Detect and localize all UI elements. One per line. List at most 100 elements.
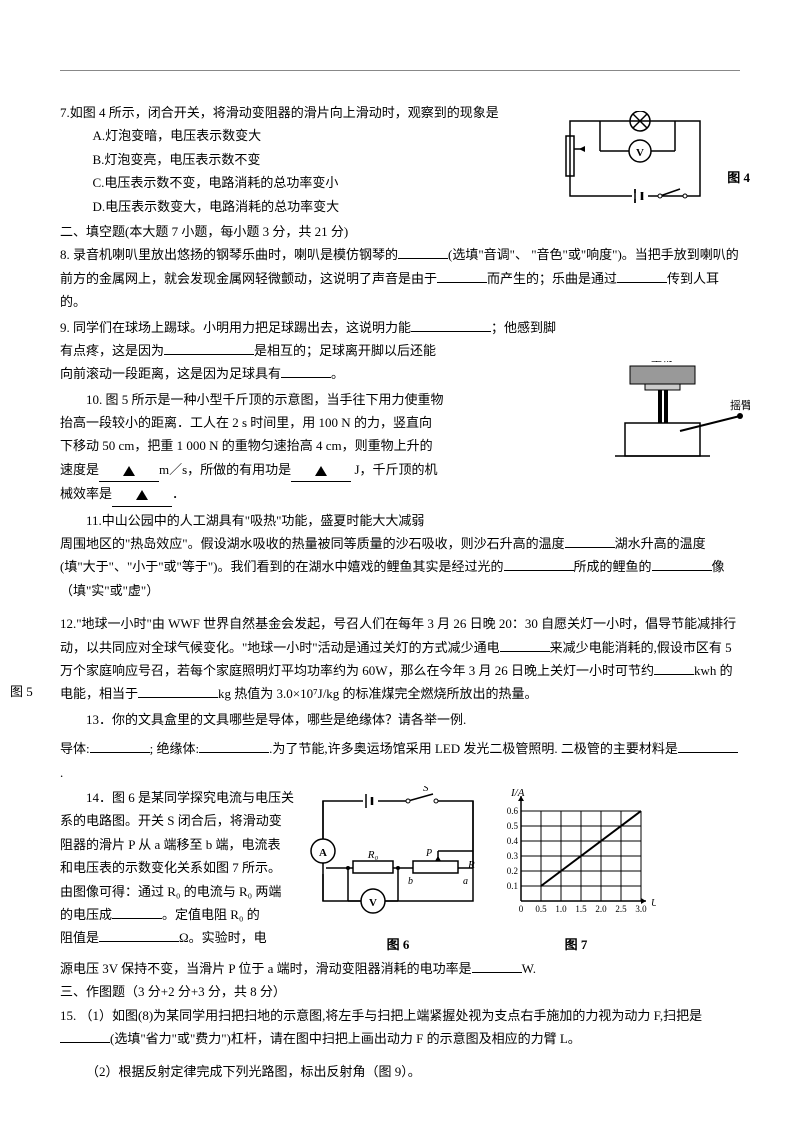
svg-text:0.6: 0.6 <box>507 806 519 816</box>
q15-c: （2）根据反射定律完成下列光路图，标出反射角（图 9）。 <box>60 1060 740 1083</box>
q14-tail: 源电压 3V 保持不变，当滑片 P 位于 a 端时，滑动变阻器消耗的电功率是 W. <box>60 957 740 980</box>
svg-text:0.1: 0.1 <box>507 881 518 891</box>
figure-4-circuit: V 图 4 <box>560 111 750 211</box>
q12-e: kg 热值为 3.0×10⁷J/kg 的标准煤完全燃烧所放出的热量。 <box>218 686 538 701</box>
svg-text:U/V: U/V <box>651 898 656 909</box>
q10-c: 下移动 50 cm，把重 1 000 N 的重物匀速抬高 4 cm，则重物上升的 <box>60 434 590 457</box>
q10-d-unit2: J，千斤顶的机 <box>351 462 437 477</box>
svg-text:0.5: 0.5 <box>507 821 519 831</box>
question-12: 12."地球一小时"由 WWF 世界自然基金会发起，号召人们在每年 3 月 26… <box>60 612 740 706</box>
q14-b: 系的电路图。开关 S 闭合后，将滑动变 <box>60 809 300 832</box>
q14-h-unit: W. <box>522 961 536 976</box>
figure-6-label: 图 6 <box>308 933 488 956</box>
svg-text:a: a <box>463 876 468 887</box>
svg-text:R₀: R₀ <box>367 849 379 861</box>
svg-text:0.5: 0.5 <box>535 904 547 914</box>
blank-triangle <box>99 458 159 482</box>
blank <box>654 659 694 675</box>
figure-7-label: 图 7 <box>496 933 656 956</box>
blank <box>500 636 550 652</box>
blank <box>504 556 574 572</box>
svg-text:0: 0 <box>519 904 524 914</box>
blank <box>138 683 218 699</box>
svg-text:A: A <box>319 847 327 859</box>
blank <box>565 532 615 548</box>
q9-e: 向前滚动一段距离，这是因为足球具有 <box>60 366 281 381</box>
q15-b: (选填"省力"或"费力")杠杆，请在图中扫把上画出动力 F 的示意图及相应的力臂… <box>110 1031 581 1046</box>
left-margin-fig5-label: 图 5 <box>10 680 33 703</box>
svg-text:b: b <box>408 876 413 887</box>
q10-b: 抬高一段较小的距离．工人在 2 s 时间里，用 100 N 的力，竖直向 <box>60 411 590 434</box>
blank <box>164 339 254 355</box>
q13-b-mid: ; 绝缘体: <box>150 741 199 756</box>
q11-a: 11.中山公园中的人工湖具有"吸热"功能，盛夏时能大大减弱 <box>60 509 740 532</box>
q12-c: kwh <box>694 663 716 678</box>
blank <box>112 903 162 919</box>
q10-f: ． <box>172 486 185 501</box>
q14-g-pre: 阻值是 <box>60 930 99 945</box>
svg-text:I/A: I/A <box>510 787 525 799</box>
q9-b: ；他感到脚 <box>491 320 556 335</box>
blank <box>99 927 179 943</box>
blank <box>678 738 738 754</box>
svg-text:R: R <box>467 859 475 871</box>
q14-d: 和电压表的示数变化关系如图 7 所示。 <box>60 856 300 879</box>
q11-b: 周围地区的"热岛效应"。假设湖水吸收的热量被同等质量的沙石吸收，则沙石升高的温度 <box>60 536 565 551</box>
q8-b: (选填"音调"、 <box>448 247 528 262</box>
svg-text:V: V <box>636 147 644 159</box>
q10-d-pre: 速度是 <box>60 462 99 477</box>
question-14-text: 14．图 6 是某同学探究电流与电压关 系的电路图。开关 S 闭合后，将滑动变 … <box>60 786 300 950</box>
q10-d-unit: m／s，所做的有用功是 <box>159 462 291 477</box>
blank <box>411 316 491 332</box>
svg-text:2.5: 2.5 <box>615 904 627 914</box>
svg-text:0.4: 0.4 <box>507 836 519 846</box>
blank <box>60 1027 110 1043</box>
q13-b-post: .为了节能,许多奥运场馆采用 LED 发光二极管照明. 二极管的主要材料是 <box>269 741 678 756</box>
question-11: 11.中山公园中的人工湖具有"吸热"功能，盛夏时能大大减弱 周围地区的"热岛效应… <box>60 509 740 603</box>
q10-a: 10. 图 5 所示是一种小型千斤顶的示意图，当手往下用力使重物 <box>60 388 590 411</box>
q11-d: 所成的鲤鱼的 <box>574 559 652 574</box>
q8-a: 8. 录音机喇叭里放出悠扬的钢琴乐曲时，喇叭是模仿钢琴的 <box>60 247 398 262</box>
q14-e: 由图像可得：通过 R₀ 的电流与 R₀ 两端 <box>60 880 300 903</box>
q10-e: 械效率是 <box>60 486 112 501</box>
svg-text:S: S <box>423 786 429 794</box>
blank <box>617 267 667 283</box>
q14-f-pre: 的电压成 <box>60 907 112 922</box>
svg-text:1.5: 1.5 <box>575 904 587 914</box>
svg-text:重物: 重物 <box>651 361 673 364</box>
figure-4-label: 图 4 <box>727 166 750 189</box>
figure-5-jack: 重物 摇臂 <box>610 361 750 481</box>
q9-c: 有点疼，这是因为 <box>60 343 164 358</box>
q15-a: 15. （1）如图(8)为某同学用扫把扫地的示意图,将左手与扫把上端紧握处视为支… <box>60 1008 702 1023</box>
svg-text:摇臂: 摇臂 <box>730 398 750 412</box>
q13-b-pre: 导体: <box>60 741 90 756</box>
q9-f: 。 <box>331 366 344 381</box>
svg-text:0.2: 0.2 <box>507 866 518 876</box>
q8-d: 而产生的；乐曲是通过 <box>487 271 617 286</box>
figure-7-graph: I/A <box>496 786 656 957</box>
section-3-title: 三、作图题（3 分+2 分+3 分，共 8 分） <box>60 980 740 1003</box>
q9-a: 9. 同学们在球场上踢球。小明用力把足球踢出去，这说明力能 <box>60 320 411 335</box>
svg-text:2.0: 2.0 <box>595 904 607 914</box>
blank <box>281 363 331 379</box>
svg-text:V: V <box>369 897 377 909</box>
question-8: 8. 录音机喇叭里放出悠扬的钢琴乐曲时，喇叭是模仿钢琴的(选填"音调"、 "音色… <box>60 243 740 313</box>
svg-text:3.0: 3.0 <box>635 904 647 914</box>
blank <box>90 738 150 754</box>
svg-text:P: P <box>425 848 432 859</box>
q9-d: 是相互的；足球离开脚以后还能 <box>254 343 436 358</box>
svg-text:0.3: 0.3 <box>507 851 519 861</box>
q14-h: 源电压 3V 保持不变，当滑片 P 位于 a 端时，滑动变阻器消耗的电功率是 <box>60 961 472 976</box>
q14-c: 阻器的滑片 P 从 a 端移至 b 端，电流表 <box>60 833 300 856</box>
blank-triangle <box>112 482 172 506</box>
blank <box>652 556 712 572</box>
q14-g-unit: Ω。实验时，电 <box>179 930 267 945</box>
section-2-title: 二、填空题(本大题 7 小题，每小题 3 分，共 21 分) <box>60 220 740 243</box>
q13-a: 13．你的文具盒里的文具哪些是导体，哪些是绝缘体？请各举一例. <box>60 708 740 731</box>
blank <box>398 244 448 260</box>
q14-f-mid: 。定值电阻 R₀ 的 <box>162 907 260 922</box>
question-13: 13．你的文具盒里的文具哪些是导体，哪些是绝缘体？请各举一例. 导体: ; 绝缘体… <box>60 708 740 784</box>
q14-a: 14．图 6 是某同学探究电流与电压关 <box>60 786 300 809</box>
q13-b-end: . <box>60 765 63 780</box>
figure-6-circuit: S A R₀ P a b R <box>308 786 488 957</box>
